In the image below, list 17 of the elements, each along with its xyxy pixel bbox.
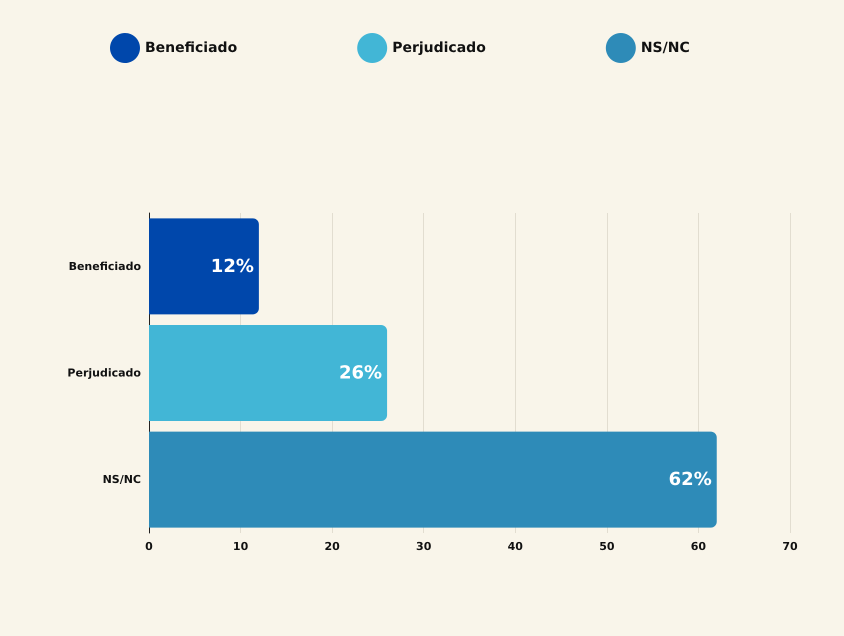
y-tick-label: Perjudicado [67, 366, 142, 380]
x-tick-label: 50 [599, 540, 615, 553]
y-tick-label: NS/NC [102, 473, 141, 486]
legend-label: Perjudicado [392, 40, 486, 56]
x-tick-label: 70 [782, 540, 798, 553]
y-tick-label: Beneficiado [68, 260, 142, 273]
data-label: 12% [210, 256, 254, 277]
legend-label: Beneficiado [145, 40, 238, 56]
legend-label: NS/NC [640, 40, 690, 56]
x-tick-label: 40 [508, 540, 524, 553]
x-tick-label: 20 [324, 540, 340, 553]
data-label: 62% [668, 469, 712, 490]
x-tick-label: 60 [690, 540, 706, 553]
data-label: 26% [338, 362, 382, 384]
x-tick-label: 0 [145, 540, 154, 553]
x-tick-label: 10 [232, 540, 249, 553]
x-tick-label: 30 [416, 540, 432, 553]
